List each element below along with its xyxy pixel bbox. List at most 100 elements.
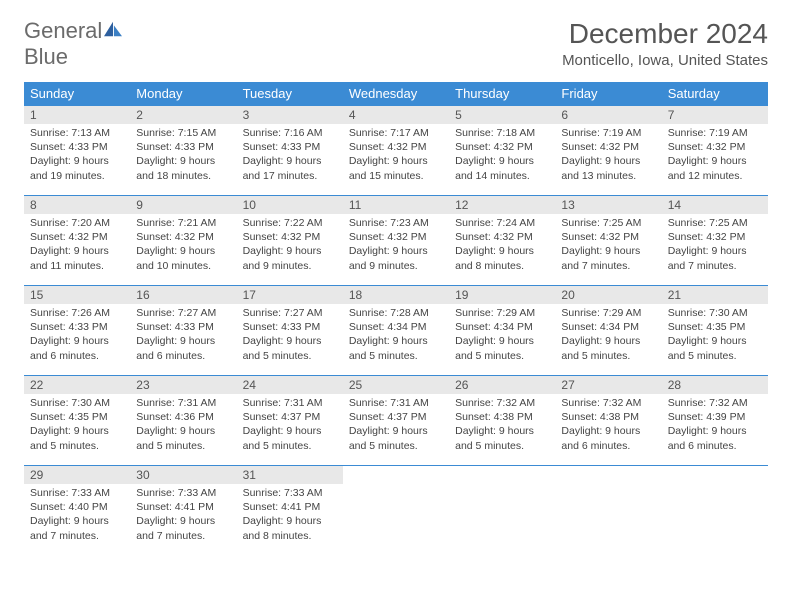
daylight-line: Daylight: 9 hours and 5 minutes. — [136, 425, 215, 451]
day-info: Sunrise: 7:27 AMSunset: 4:33 PMDaylight:… — [130, 304, 236, 371]
day-info: Sunrise: 7:26 AMSunset: 4:33 PMDaylight:… — [24, 304, 130, 371]
week-row: 29Sunrise: 7:33 AMSunset: 4:40 PMDayligh… — [24, 466, 768, 556]
daylight-line: Daylight: 9 hours and 6 minutes. — [668, 425, 747, 451]
sunset-line: Sunset: 4:32 PM — [349, 141, 427, 153]
day-info: Sunrise: 7:27 AMSunset: 4:33 PMDaylight:… — [237, 304, 343, 371]
daylight-line: Daylight: 9 hours and 13 minutes. — [561, 155, 640, 181]
sunset-line: Sunset: 4:41 PM — [136, 501, 214, 513]
week-row: 22Sunrise: 7:30 AMSunset: 4:35 PMDayligh… — [24, 376, 768, 466]
day-number: 5 — [449, 106, 555, 124]
day-header-row: SundayMondayTuesdayWednesdayThursdayFrid… — [24, 82, 768, 106]
day-info: Sunrise: 7:33 AMSunset: 4:40 PMDaylight:… — [24, 484, 130, 551]
sunset-line: Sunset: 4:34 PM — [455, 321, 533, 333]
day-cell: 12Sunrise: 7:24 AMSunset: 4:32 PMDayligh… — [449, 196, 555, 286]
day-number: 26 — [449, 376, 555, 394]
daylight-line: Daylight: 9 hours and 7 minutes. — [561, 245, 640, 271]
day-number: 3 — [237, 106, 343, 124]
sunset-line: Sunset: 4:35 PM — [30, 411, 108, 423]
day-info: Sunrise: 7:13 AMSunset: 4:33 PMDaylight:… — [24, 124, 130, 191]
day-info: Sunrise: 7:32 AMSunset: 4:38 PMDaylight:… — [555, 394, 661, 461]
sunrise-line: Sunrise: 7:21 AM — [136, 217, 216, 229]
sunset-line: Sunset: 4:37 PM — [243, 411, 321, 423]
sunrise-line: Sunrise: 7:25 AM — [561, 217, 641, 229]
day-cell: 3Sunrise: 7:16 AMSunset: 4:33 PMDaylight… — [237, 106, 343, 196]
day-cell: 28Sunrise: 7:32 AMSunset: 4:39 PMDayligh… — [662, 376, 768, 466]
day-cell: 10Sunrise: 7:22 AMSunset: 4:32 PMDayligh… — [237, 196, 343, 286]
day-info: Sunrise: 7:22 AMSunset: 4:32 PMDaylight:… — [237, 214, 343, 281]
week-row: 8Sunrise: 7:20 AMSunset: 4:32 PMDaylight… — [24, 196, 768, 286]
day-cell: 24Sunrise: 7:31 AMSunset: 4:37 PMDayligh… — [237, 376, 343, 466]
calendar-table: SundayMondayTuesdayWednesdayThursdayFrid… — [24, 82, 768, 556]
day-info: Sunrise: 7:31 AMSunset: 4:37 PMDaylight:… — [237, 394, 343, 461]
daylight-line: Daylight: 9 hours and 5 minutes. — [455, 335, 534, 361]
daylight-line: Daylight: 9 hours and 5 minutes. — [349, 335, 428, 361]
day-cell: 13Sunrise: 7:25 AMSunset: 4:32 PMDayligh… — [555, 196, 661, 286]
day-number: 6 — [555, 106, 661, 124]
sunset-line: Sunset: 4:32 PM — [561, 231, 639, 243]
sunrise-line: Sunrise: 7:31 AM — [349, 397, 429, 409]
daylight-line: Daylight: 9 hours and 5 minutes. — [561, 335, 640, 361]
sunrise-line: Sunrise: 7:33 AM — [30, 487, 110, 499]
day-number: 20 — [555, 286, 661, 304]
day-info: Sunrise: 7:25 AM Sunset: 4:32 PM Daylight:… — [555, 214, 661, 281]
day-info: Sunrise: 7:19 AMSunset: 4:32 PMDaylight:… — [662, 124, 768, 191]
day-cell: .. — [449, 466, 555, 556]
day-number: 18 — [343, 286, 449, 304]
day-header: Sunday — [24, 82, 130, 106]
day-cell: 21Sunrise: 7:30 AMSunset: 4:35 PMDayligh… — [662, 286, 768, 376]
sunrise-line: Sunrise: 7:16 AM — [243, 127, 323, 139]
daylight-line: Daylight: 9 hours and 9 minutes. — [243, 245, 322, 271]
day-info: Sunrise: 7:32 AMSunset: 4:38 PMDaylight:… — [449, 394, 555, 461]
day-header: Saturday — [662, 82, 768, 106]
day-header: Tuesday — [237, 82, 343, 106]
sunrise-line: Sunrise: 7:29 AM — [455, 307, 535, 319]
day-cell: 5Sunrise: 7:18 AMSunset: 4:32 PMDaylight… — [449, 106, 555, 196]
sunrise-line: Sunrise: 7:15 AM — [136, 127, 216, 139]
day-cell: 15Sunrise: 7:26 AMSunset: 4:33 PMDayligh… — [24, 286, 130, 376]
sunset-line: Sunset: 4:38 PM — [561, 411, 639, 423]
sunrise-line: Sunrise: 7:25 AM — [668, 217, 748, 229]
week-row: 1Sunrise: 7:13 AMSunset: 4:33 PMDaylight… — [24, 106, 768, 196]
day-info: Sunrise: 7:19 AMSunset: 4:32 PMDaylight:… — [555, 124, 661, 191]
daylight-line: Daylight: 9 hours and 8 minutes. — [243, 515, 322, 541]
title-block: December 2024 Monticello, Iowa, United S… — [562, 18, 768, 69]
day-number: 4 — [343, 106, 449, 124]
daylight-line: Daylight: 9 hours and 7 minutes. — [668, 245, 747, 271]
day-cell: 6Sunrise: 7:19 AMSunset: 4:32 PMDaylight… — [555, 106, 661, 196]
daylight-line: Daylight: 9 hours and 5 minutes. — [349, 425, 428, 451]
day-info: Sunrise: 7:28 AMSunset: 4:34 PMDaylight:… — [343, 304, 449, 371]
day-info: Sunrise: 7:30 AMSunset: 4:35 PMDaylight:… — [662, 304, 768, 371]
day-number: 21 — [662, 286, 768, 304]
daylight-line: Daylight: 9 hours and 7 minutes. — [136, 515, 215, 541]
day-number: 11 — [343, 196, 449, 214]
day-cell: 2Sunrise: 7:15 AMSunset: 4:33 PMDaylight… — [130, 106, 236, 196]
day-cell: 26Sunrise: 7:32 AMSunset: 4:38 PMDayligh… — [449, 376, 555, 466]
sunrise-line: Sunrise: 7:31 AM — [243, 397, 323, 409]
daylight-line: Daylight: 9 hours and 9 minutes. — [349, 245, 428, 271]
day-info: Sunrise: 7:31 AMSunset: 4:36 PMDaylight:… — [130, 394, 236, 461]
day-number: 30 — [130, 466, 236, 484]
day-info: Sunrise: 7:33 AMSunset: 4:41 PMDaylight:… — [237, 484, 343, 551]
daylight-line: Daylight: 9 hours and 19 minutes. — [30, 155, 109, 181]
day-cell: 27Sunrise: 7:32 AMSunset: 4:38 PMDayligh… — [555, 376, 661, 466]
location: Monticello, Iowa, United States — [562, 52, 768, 69]
day-number: 25 — [343, 376, 449, 394]
sunset-line: Sunset: 4:38 PM — [455, 411, 533, 423]
day-cell: .. — [343, 466, 449, 556]
sunset-line: Sunset: 4:32 PM — [668, 231, 746, 243]
sunset-line: Sunset: 4:33 PM — [30, 321, 108, 333]
day-header: Wednesday — [343, 82, 449, 106]
sunset-line: Sunset: 4:34 PM — [349, 321, 427, 333]
week-row: 15Sunrise: 7:26 AMSunset: 4:33 PMDayligh… — [24, 286, 768, 376]
sunrise-line: Sunrise: 7:32 AM — [668, 397, 748, 409]
logo: General Blue — [24, 18, 124, 70]
sunset-line: Sunset: 4:33 PM — [136, 141, 214, 153]
daylight-line: Daylight: 9 hours and 5 minutes. — [243, 335, 322, 361]
sunset-line: Sunset: 4:33 PM — [243, 321, 321, 333]
day-number: 9 — [130, 196, 236, 214]
sunrise-line: Sunrise: 7:31 AM — [136, 397, 216, 409]
sunrise-line: Sunrise: 7:32 AM — [455, 397, 535, 409]
daylight-line: Daylight: 9 hours and 5 minutes. — [30, 425, 109, 451]
day-number: 28 — [662, 376, 768, 394]
day-cell: 29Sunrise: 7:33 AMSunset: 4:40 PMDayligh… — [24, 466, 130, 556]
